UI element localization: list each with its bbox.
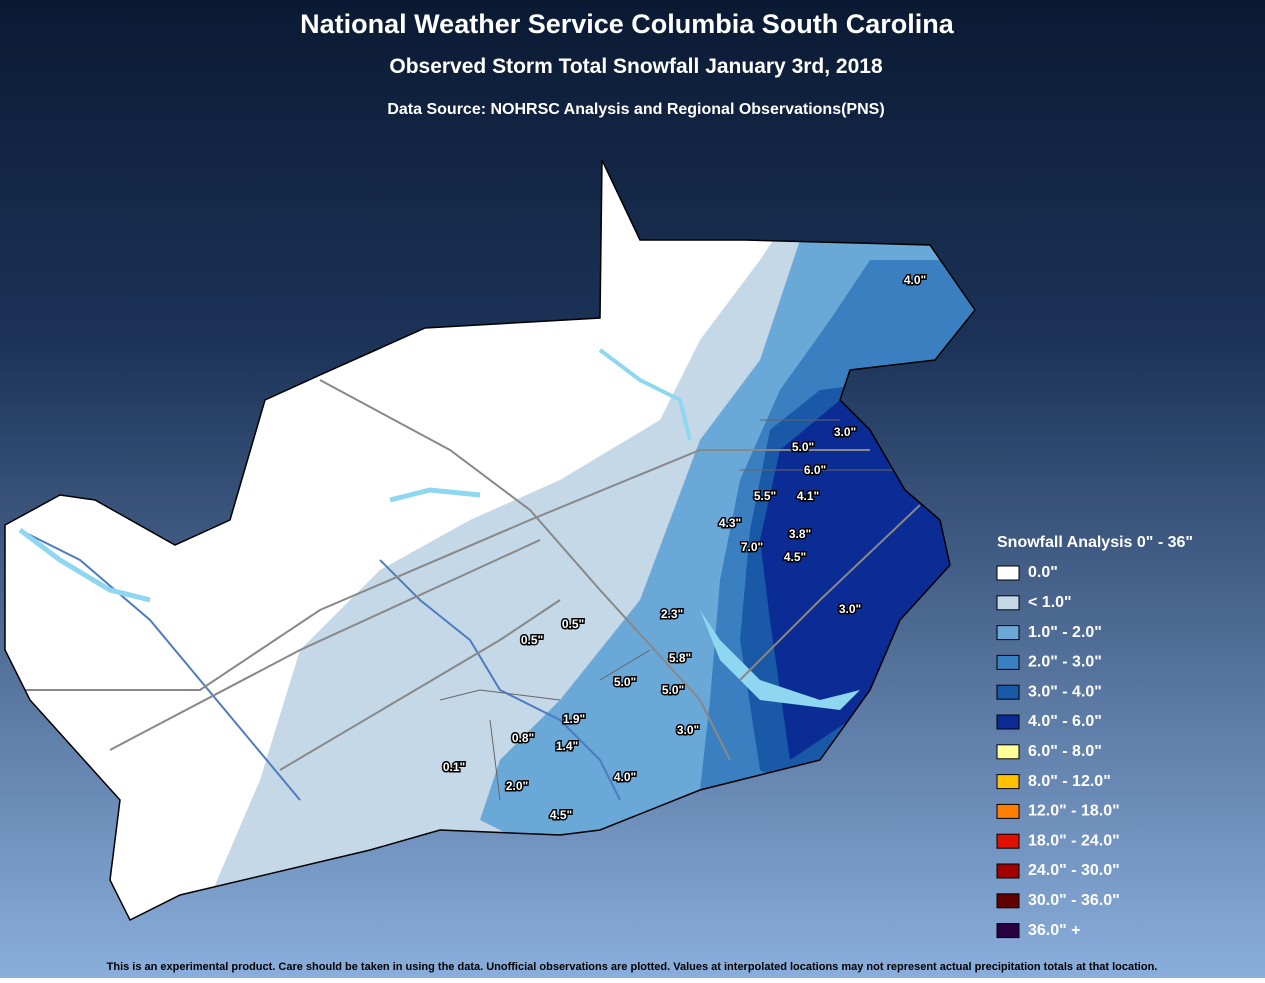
observation-label: 4.1" bbox=[797, 489, 819, 503]
legend-swatch bbox=[996, 625, 1020, 641]
legend-swatch bbox=[996, 803, 1020, 819]
observation-label: 4.5" bbox=[784, 550, 806, 564]
observation-label: 2.0" bbox=[506, 779, 528, 793]
observation-label: 5.0" bbox=[662, 683, 684, 697]
legend-swatch bbox=[996, 744, 1020, 760]
legend-label: 1.0" - 2.0" bbox=[1028, 624, 1102, 641]
legend-label: 36.0" + bbox=[1028, 922, 1081, 939]
legend-swatch bbox=[996, 714, 1020, 730]
legend-swatch bbox=[996, 863, 1020, 879]
legend-label: 30.0" - 36.0" bbox=[1028, 892, 1120, 909]
legend-label: 12.0" - 18.0" bbox=[1028, 803, 1120, 820]
observation-label: 6.0" bbox=[804, 463, 826, 477]
legend-swatch bbox=[996, 923, 1020, 939]
legend-label: 18.0" - 24.0" bbox=[1028, 832, 1120, 849]
legend-swatch bbox=[996, 833, 1020, 849]
legend-title: Snowfall Analysis 0" - 36" bbox=[997, 534, 1193, 551]
observation-label: 5.5" bbox=[754, 489, 776, 503]
observation-label: 3.8" bbox=[789, 527, 811, 541]
source: Data Source: NOHRSC Analysis and Regiona… bbox=[387, 101, 884, 118]
legend-label: 0.0" bbox=[1028, 564, 1058, 581]
legend-label: 2.0" - 3.0" bbox=[1028, 654, 1102, 671]
observation-label: 4.5" bbox=[550, 808, 572, 822]
observation-label: 2.3" bbox=[661, 607, 683, 621]
footer: This is an experimental product. Care sh… bbox=[107, 961, 1158, 973]
observation-label: 3.0" bbox=[677, 723, 699, 737]
observation-label: 1.4" bbox=[556, 739, 578, 753]
legend: 0.0" < 1.0" 1.0" - 2.0" 2.0" - 3.0" 3.0" - 4… bbox=[996, 564, 1120, 939]
legend-label: 6.0" - 8.0" bbox=[1028, 743, 1102, 760]
observation-label: 0.8" bbox=[512, 731, 534, 745]
observation-label: 0.5" bbox=[521, 633, 543, 647]
subtitle: Observed Storm Total Snowfall January 3r… bbox=[389, 55, 883, 78]
observation-label: 5.8" bbox=[669, 651, 691, 665]
observation-label: 0.1" bbox=[443, 760, 465, 774]
observation-label: 4.0" bbox=[904, 273, 926, 287]
legend-label: 24.0" - 30.0" bbox=[1028, 862, 1120, 879]
observation-label: 0.5" bbox=[562, 617, 584, 631]
legend-label: 4.0" - 6.0" bbox=[1028, 713, 1102, 730]
observation-label: 4.0" bbox=[614, 770, 636, 784]
legend-swatch bbox=[996, 595, 1020, 611]
observation-label: 7.0" bbox=[741, 540, 763, 554]
legend-label: 3.0" - 4.0" bbox=[1028, 683, 1102, 700]
observation-label: 5.0" bbox=[792, 440, 814, 454]
legend-swatch bbox=[996, 774, 1020, 790]
legend-swatch bbox=[996, 565, 1020, 581]
legend-swatch bbox=[996, 684, 1020, 700]
legend-swatch bbox=[996, 654, 1020, 670]
legend-label: < 1.0" bbox=[1028, 594, 1072, 611]
observation-label: 4.3" bbox=[719, 516, 741, 530]
legend-label: 8.0" - 12.0" bbox=[1028, 773, 1111, 790]
observation-label: 3.0" bbox=[834, 425, 856, 439]
legend-swatch bbox=[996, 893, 1020, 909]
observation-label: 1.9" bbox=[563, 712, 585, 726]
observation-label: 3.0" bbox=[839, 602, 861, 616]
title: National Weather Service Columbia South … bbox=[300, 9, 955, 39]
observation-label: 5.0" bbox=[614, 675, 636, 689]
observations: 4.0" 3.0" 5.0" 6.0" 5.5" 4.1" 4.3" 3.8" 7.0" 4.5"… bbox=[441, 272, 927, 824]
